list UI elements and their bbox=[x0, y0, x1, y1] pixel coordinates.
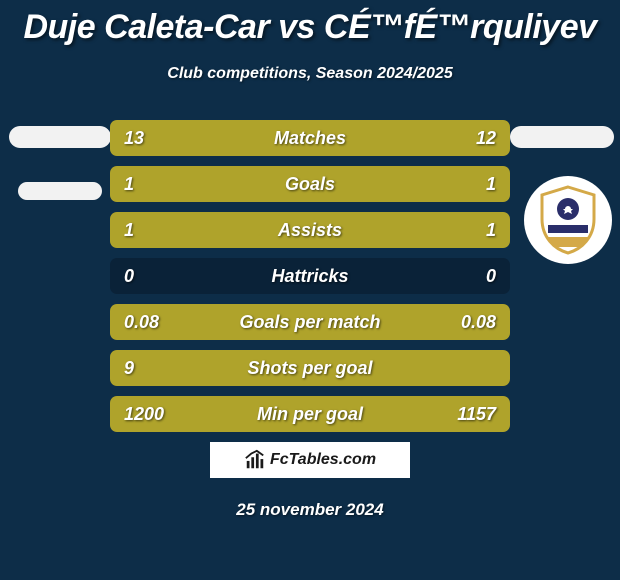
stat-bar-left bbox=[110, 304, 310, 340]
stat-bar bbox=[110, 120, 510, 156]
stat-bar-right bbox=[310, 304, 510, 340]
stat-bar-left bbox=[110, 212, 310, 248]
stat-bar-left bbox=[110, 350, 510, 386]
stat-bar-right bbox=[318, 120, 510, 156]
stat-row: Assists11 bbox=[110, 212, 510, 248]
stat-bar bbox=[110, 396, 510, 432]
stat-row: Hattricks00 bbox=[110, 258, 510, 294]
footer-brand-label: FcTables.com bbox=[270, 451, 376, 469]
page-title: Duje Caleta-Car vs CÉ™fÉ™rquliyev bbox=[0, 0, 620, 47]
stat-row: Matches1312 bbox=[110, 120, 510, 156]
stat-bar-left bbox=[110, 396, 306, 432]
chart-icon bbox=[244, 449, 266, 471]
comparison-bars: Matches1312 Goals11 Assists11 Hattricks00 Go… bbox=[110, 120, 510, 442]
stat-bar-right bbox=[310, 212, 510, 248]
stat-row: Goals11 bbox=[110, 166, 510, 202]
stat-bar bbox=[110, 212, 510, 248]
club-right-crest-icon bbox=[524, 176, 612, 264]
stat-bar bbox=[110, 258, 510, 294]
player-left-badge-icon bbox=[9, 126, 111, 148]
stat-bar-left bbox=[110, 166, 310, 202]
player-right-badge-icon bbox=[510, 126, 614, 148]
club-left-badge-icon bbox=[18, 182, 102, 200]
stat-bar-right bbox=[306, 396, 510, 432]
stat-row: Shots per goal9 bbox=[110, 350, 510, 386]
stat-row: Goals per match0.080.08 bbox=[110, 304, 510, 340]
page-subtitle: Club competitions, Season 2024/2025 bbox=[0, 65, 620, 83]
stat-bar bbox=[110, 166, 510, 202]
stat-bar-left bbox=[110, 120, 318, 156]
stat-bar-right bbox=[310, 166, 510, 202]
footer-brand[interactable]: FcTables.com bbox=[210, 442, 410, 478]
stat-bar bbox=[110, 350, 510, 386]
stat-bar bbox=[110, 304, 510, 340]
stat-row: Min per goal12001157 bbox=[110, 396, 510, 432]
date-label: 25 november 2024 bbox=[0, 500, 620, 520]
